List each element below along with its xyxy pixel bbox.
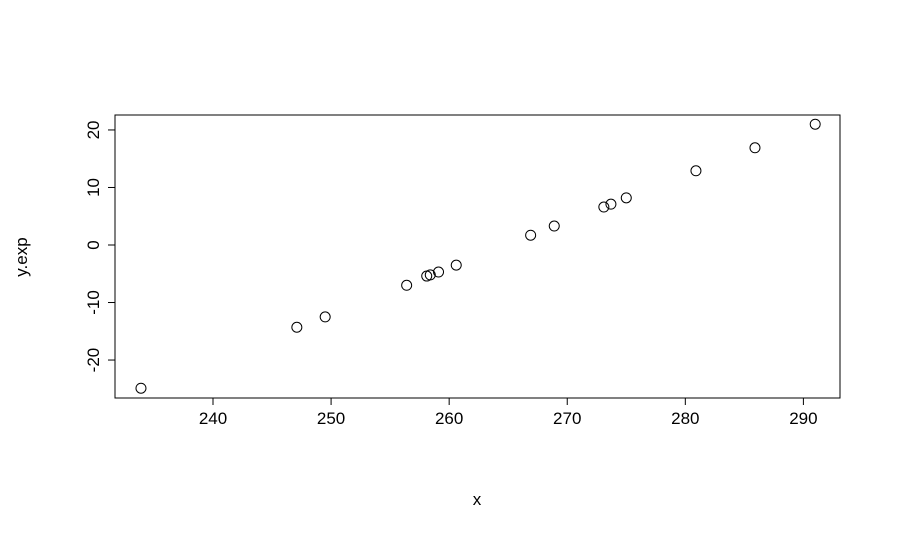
data-point [319, 311, 331, 323]
data-point [548, 220, 560, 232]
data-point [525, 229, 537, 241]
data-point [620, 192, 632, 204]
y-axis-label: y.exp [12, 237, 31, 276]
x-tick-label: 260 [435, 409, 463, 428]
data-point [598, 201, 610, 213]
data-point [401, 279, 413, 291]
data-point [690, 165, 702, 177]
data-point [433, 266, 445, 278]
x-tick-label: 250 [317, 409, 345, 428]
y-tick-label: 0 [84, 240, 103, 249]
data-points [135, 118, 821, 394]
x-axis: 240 250 260 270 280 290 [199, 397, 818, 428]
data-point [135, 382, 147, 394]
y-tick-label: -20 [84, 348, 103, 373]
y-tick-label: 10 [84, 178, 103, 197]
data-point [450, 259, 462, 271]
x-tick-label: 270 [553, 409, 581, 428]
y-tick-label: 20 [84, 120, 103, 139]
data-point [424, 269, 436, 281]
y-axis: -20 -10 0 10 20 [84, 120, 116, 373]
x-tick-label: 240 [199, 409, 227, 428]
data-point [291, 321, 303, 333]
x-axis-label: x [473, 490, 482, 509]
data-point [809, 118, 821, 130]
x-tick-label: 280 [671, 409, 699, 428]
y-tick-label: -10 [84, 290, 103, 315]
data-point [605, 198, 617, 210]
plot-frame [114, 114, 841, 399]
data-point [749, 142, 761, 154]
x-tick-label: 290 [789, 409, 817, 428]
